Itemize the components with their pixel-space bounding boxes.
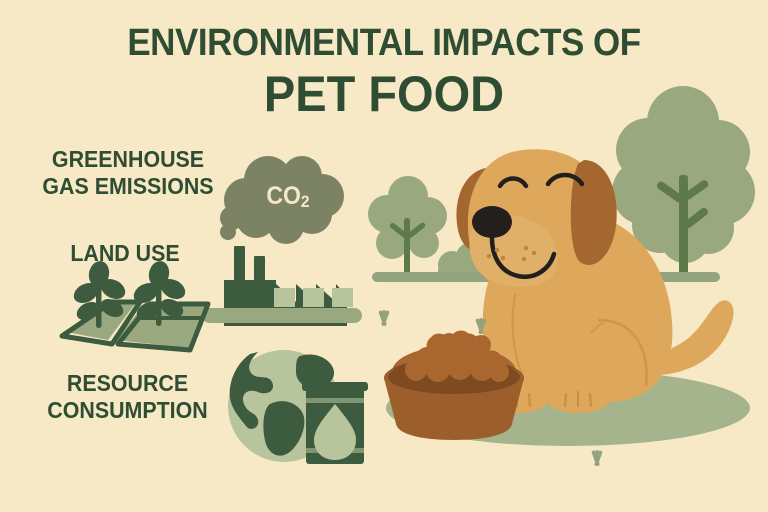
grass-tuft-2 <box>475 318 487 334</box>
kibble-visible <box>405 330 509 382</box>
resource-barrel-icon <box>302 382 368 464</box>
dog-front-leg-right <box>551 332 602 398</box>
grass-tuft-3 <box>591 450 603 466</box>
co2-smoke-cloud-icon <box>220 156 344 244</box>
grass-tuft-1 <box>378 310 390 326</box>
dog-nose <box>472 206 512 238</box>
impact-label-resource-consumption: RESOURCE CONSUMPTION <box>47 370 208 423</box>
dog-tail <box>660 300 734 375</box>
factory-ground <box>202 308 362 323</box>
tree-large-icon <box>612 86 755 280</box>
sprout-right-icon <box>133 261 186 326</box>
dog-shoulder-line <box>511 289 524 375</box>
sprout-left-icon <box>73 261 126 328</box>
dog-haunch-line <box>597 318 648 387</box>
factory-windows <box>274 288 353 307</box>
tree-small-icon <box>368 176 447 278</box>
impact-label-land-use: LAND USE <box>70 240 180 266</box>
water-drop-icon <box>314 404 356 460</box>
dog-whisker-dots <box>486 245 537 262</box>
co2-label: CO2 <box>251 182 325 212</box>
dog-mouth <box>489 235 557 280</box>
dog-ear-right <box>570 160 617 265</box>
impact-label-greenhouse-gas-emissions: GREENHOUSE GAS EMISSIONS <box>42 146 214 199</box>
co2-label-subscript: 2 <box>300 192 310 211</box>
co2-label-main: CO <box>266 182 301 210</box>
dog-eye-left <box>497 176 529 189</box>
grass-tufts <box>378 310 603 466</box>
dog-eye-right <box>545 172 585 187</box>
